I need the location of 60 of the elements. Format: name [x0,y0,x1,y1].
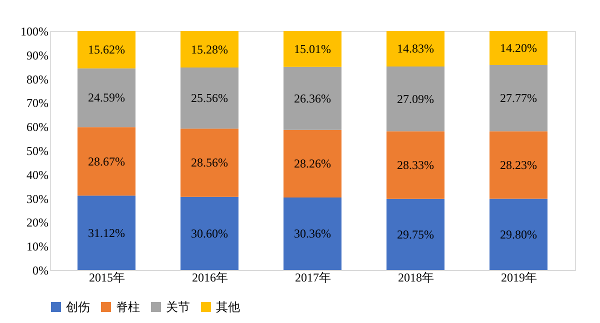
y-tick-label: 70% [26,96,48,110]
data-label: 29.80% [500,227,537,242]
legend-label: 创伤 [66,300,90,314]
bar [284,197,342,270]
bar [386,66,444,132]
y-tick-label: 50% [26,144,48,158]
data-label: 15.01% [294,42,331,56]
data-label: 28.23% [500,158,537,172]
y-tick-label: 20% [26,216,48,230]
x-tick-label: 2019年 [501,270,537,284]
bar [490,198,548,270]
bar [180,68,238,129]
bar [490,31,548,65]
y-tick-label: 0% [32,264,48,278]
y-tick-label: 60% [26,120,48,134]
x-tick-label: 2016年 [192,270,228,284]
x-tick-label: 2015年 [89,270,125,284]
x-tick-label: 2018年 [398,270,434,284]
data-label: 28.67% [88,154,125,168]
bar [78,196,136,270]
legend-label: 其他 [216,300,240,314]
data-label: 25.56% [191,91,228,106]
data-label: 28.33% [397,158,434,172]
y-tick-label: 100% [20,24,48,38]
y-tick-label: 10% [26,240,48,254]
data-label: 28.56% [191,156,228,170]
legend-label: 关节 [166,300,190,314]
y-tick-label: 40% [26,168,48,182]
bar [78,68,136,128]
bar [284,130,342,198]
data-label: 29.75% [397,227,434,242]
data-label: 27.09% [397,92,434,106]
bar [180,196,238,270]
bar [284,66,342,130]
bar [386,198,444,270]
x-tick-label: 2017年 [295,270,331,284]
y-tick-label: 90% [26,48,48,62]
data-label: 30.36% [294,226,331,241]
data-label: 27.77% [500,91,537,106]
data-label: 28.26% [294,156,331,171]
y-tick-label: 80% [26,72,48,86]
bar [284,31,342,67]
bar [490,131,548,199]
data-label: 14.83% [397,42,434,56]
bar [78,127,136,196]
bar [386,131,444,199]
bar [180,128,238,197]
data-label: 30.60% [191,226,228,240]
bar [78,31,136,68]
legend-label: 脊柱 [116,300,140,314]
data-label: 15.28% [191,42,228,56]
bar [180,31,238,68]
data-label: 31.12% [88,226,125,240]
data-label: 15.62% [88,42,125,57]
data-label: 26.36% [294,91,331,106]
y-tick-label: 30% [26,192,48,206]
bar [490,64,548,132]
data-label: 14.20% [500,40,537,55]
data-label: 24.59% [88,90,125,105]
bar [386,31,444,66]
